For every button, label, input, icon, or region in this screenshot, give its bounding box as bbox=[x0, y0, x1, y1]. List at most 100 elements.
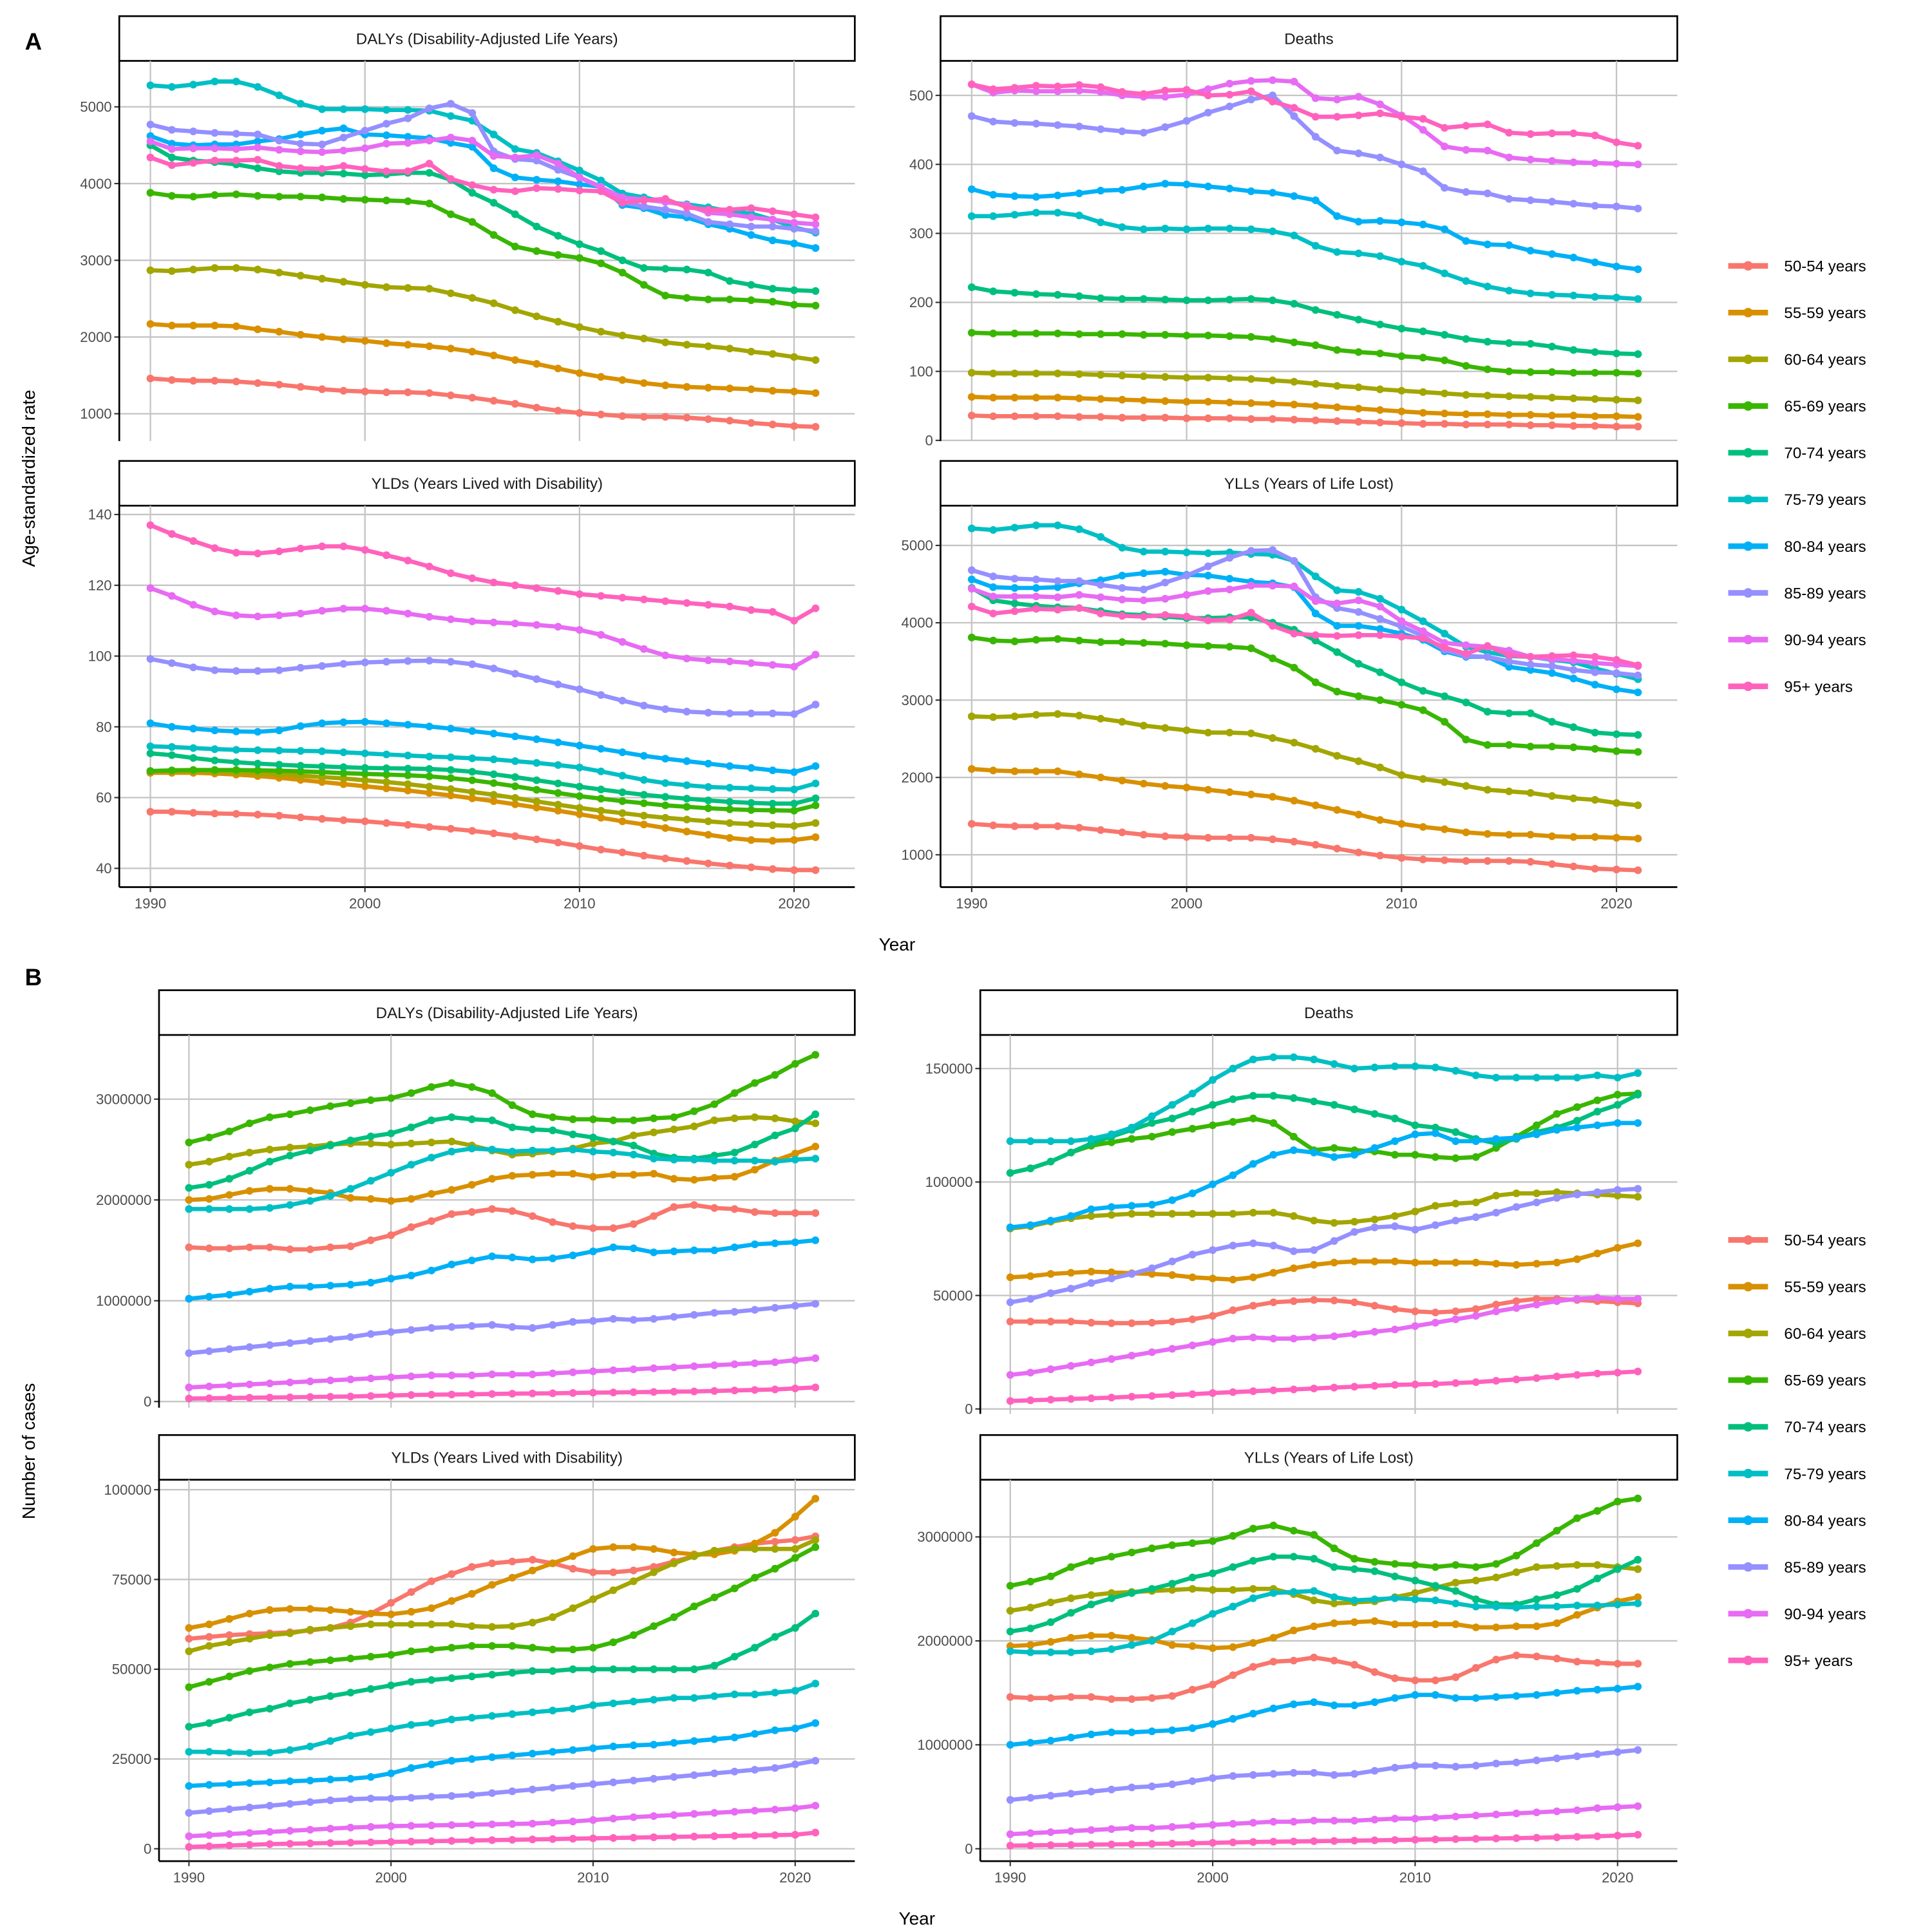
data-point bbox=[1573, 1658, 1581, 1666]
data-point bbox=[747, 606, 755, 614]
data-point bbox=[1311, 678, 1320, 687]
data-point bbox=[1118, 295, 1126, 303]
data-point bbox=[751, 1141, 759, 1149]
data-point bbox=[1247, 644, 1255, 652]
data-point bbox=[427, 1083, 435, 1091]
data-point bbox=[265, 1113, 274, 1121]
data-point bbox=[146, 132, 155, 140]
data-point bbox=[189, 265, 198, 274]
data-point bbox=[225, 1127, 234, 1135]
data-point bbox=[1553, 1126, 1561, 1134]
data-point bbox=[361, 337, 369, 345]
data-point bbox=[1613, 1101, 1622, 1109]
data-point bbox=[1032, 710, 1040, 719]
data-point bbox=[1128, 1695, 1136, 1703]
data-point bbox=[1370, 1215, 1379, 1224]
data-point bbox=[811, 1828, 820, 1837]
data-point bbox=[1067, 1734, 1075, 1742]
data-point bbox=[318, 385, 327, 393]
data-point bbox=[1046, 1572, 1055, 1580]
data-point bbox=[554, 800, 562, 809]
data-point bbox=[1573, 1585, 1581, 1593]
data-point bbox=[528, 1370, 536, 1379]
data-point bbox=[549, 1748, 557, 1756]
series-80-84-years bbox=[1006, 1682, 1642, 1749]
facet-title: DALYs (Disability-Adjusted Life Years) bbox=[376, 1005, 638, 1022]
series-75-79-years bbox=[185, 1680, 820, 1757]
data-point bbox=[528, 1750, 536, 1757]
data-point bbox=[618, 848, 627, 857]
data-point bbox=[1289, 1588, 1298, 1596]
data-point bbox=[1452, 1137, 1460, 1145]
data-point bbox=[1431, 1835, 1439, 1844]
data-point bbox=[511, 782, 519, 790]
data-point bbox=[967, 524, 976, 533]
data-point bbox=[232, 77, 240, 86]
data-point bbox=[1472, 1595, 1480, 1604]
data-point bbox=[185, 1842, 193, 1851]
data-point bbox=[404, 167, 412, 175]
data-point bbox=[1027, 1641, 1035, 1649]
data-point bbox=[1613, 160, 1621, 168]
data-point bbox=[1139, 128, 1148, 137]
data-point bbox=[528, 1618, 536, 1627]
data-point bbox=[1613, 1368, 1622, 1377]
data-point bbox=[1229, 1563, 1237, 1571]
data-point bbox=[1613, 669, 1621, 677]
data-point bbox=[1032, 521, 1040, 529]
data-point bbox=[1573, 1806, 1581, 1814]
data-point bbox=[771, 1831, 779, 1839]
data-point bbox=[549, 1146, 557, 1155]
data-point bbox=[296, 272, 305, 279]
data-point bbox=[383, 607, 391, 615]
data-point bbox=[1505, 392, 1513, 401]
data-point bbox=[533, 797, 541, 806]
data-point bbox=[1462, 421, 1470, 429]
data-point bbox=[1054, 577, 1062, 585]
data-point bbox=[1182, 833, 1191, 841]
data-point bbox=[1249, 1302, 1257, 1310]
data-point bbox=[1505, 153, 1513, 162]
data-point bbox=[1229, 1531, 1237, 1540]
data-point bbox=[554, 587, 562, 595]
data-point bbox=[468, 1755, 476, 1763]
data-point bbox=[254, 746, 262, 754]
data-point bbox=[1188, 1573, 1197, 1582]
data-point bbox=[232, 746, 240, 754]
data-point bbox=[1067, 1827, 1075, 1835]
data-point bbox=[704, 342, 712, 350]
data-point bbox=[296, 609, 305, 618]
data-point bbox=[1168, 1586, 1177, 1594]
data-point bbox=[1067, 1285, 1075, 1293]
data-point bbox=[361, 171, 369, 179]
data-point bbox=[597, 846, 605, 854]
data-point bbox=[404, 197, 412, 205]
data-point bbox=[528, 1566, 536, 1575]
data-point bbox=[549, 1835, 557, 1843]
data-point bbox=[1391, 1305, 1399, 1313]
data-point bbox=[989, 526, 998, 534]
data-point bbox=[1032, 87, 1040, 95]
panel-b-ylls: YLLs (Years of Life Lost)010000002000000… bbox=[917, 1434, 1678, 1886]
data-point bbox=[1452, 1258, 1460, 1267]
data-point bbox=[1188, 1189, 1197, 1198]
data-point bbox=[1269, 1053, 1278, 1061]
data-point bbox=[1269, 415, 1277, 423]
data-point bbox=[704, 656, 712, 665]
data-point bbox=[1128, 1840, 1136, 1848]
data-point bbox=[1148, 1209, 1156, 1218]
data-point bbox=[1613, 747, 1621, 755]
data-point bbox=[1128, 1319, 1136, 1327]
data-point bbox=[225, 1748, 234, 1757]
series-85-89-years bbox=[146, 655, 820, 718]
data-point bbox=[1573, 1255, 1581, 1264]
data-point bbox=[286, 1660, 294, 1668]
data-point bbox=[533, 156, 541, 165]
data-point bbox=[1569, 862, 1578, 871]
data-point bbox=[1569, 422, 1578, 430]
data-point bbox=[306, 1106, 314, 1114]
data-point bbox=[448, 1674, 456, 1682]
data-point bbox=[1289, 1132, 1298, 1141]
data-point bbox=[747, 836, 755, 844]
data-point bbox=[1593, 1750, 1602, 1758]
